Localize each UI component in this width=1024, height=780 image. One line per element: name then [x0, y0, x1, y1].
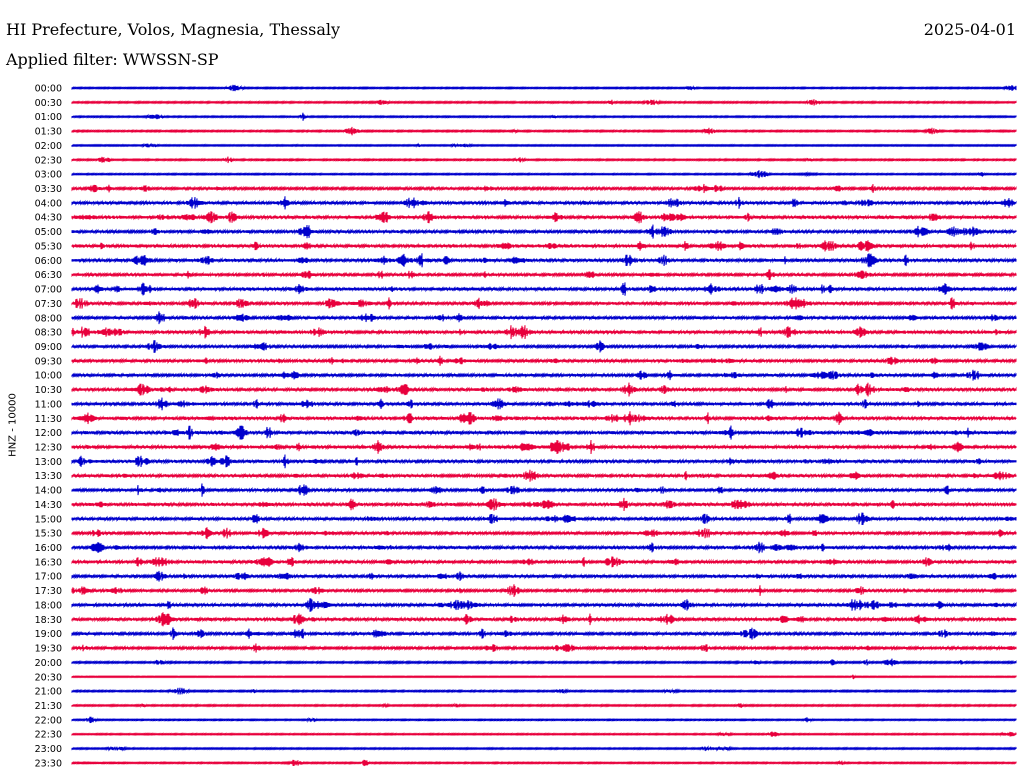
time-label: 00:00 — [35, 84, 62, 95]
time-label: 09:00 — [35, 342, 62, 353]
time-label: 03:30 — [35, 184, 62, 195]
time-label: 01:00 — [35, 112, 62, 123]
time-label: 06:00 — [35, 256, 62, 267]
time-label: 12:30 — [35, 443, 62, 454]
time-label: 06:30 — [35, 270, 62, 281]
time-label: 23:30 — [35, 758, 62, 769]
time-label: 11:30 — [35, 414, 62, 425]
time-label: 12:00 — [35, 428, 62, 439]
time-label: 07:30 — [35, 299, 62, 310]
time-label: 15:00 — [35, 514, 62, 525]
time-label: 07:00 — [35, 285, 62, 296]
time-label: 08:30 — [35, 328, 62, 339]
time-label: 04:30 — [35, 213, 62, 224]
time-label: 16:00 — [35, 543, 62, 554]
time-label: 16:30 — [35, 557, 62, 568]
station-title: HI Prefecture, Volos, Magnesia, Thessaly — [6, 20, 341, 39]
time-label: 14:00 — [35, 486, 62, 497]
date-label: 2025-04-01 — [923, 20, 1016, 39]
time-label: 09:30 — [35, 356, 62, 367]
time-label: 21:00 — [35, 687, 62, 698]
time-label: 13:00 — [35, 457, 62, 468]
time-label: 00:30 — [35, 98, 62, 109]
time-label: 20:00 — [35, 658, 62, 669]
time-label: 13:30 — [35, 471, 62, 482]
time-label: 22:00 — [35, 715, 62, 726]
time-label: 19:30 — [35, 644, 62, 655]
time-label: 04:00 — [35, 198, 62, 209]
time-label: 10:30 — [35, 385, 62, 396]
time-label: 11:00 — [35, 399, 62, 410]
time-label: 14:30 — [35, 500, 62, 511]
time-label: 18:30 — [35, 615, 62, 626]
time-label: 02:30 — [35, 155, 62, 166]
time-label: 22:30 — [35, 730, 62, 741]
time-label: 08:00 — [35, 313, 62, 324]
time-label: 03:00 — [35, 170, 62, 181]
time-label: 17:00 — [35, 572, 62, 583]
time-label: 01:30 — [35, 127, 62, 138]
time-label: 19:00 — [35, 629, 62, 640]
time-label: 15:30 — [35, 529, 62, 540]
time-label: 05:00 — [35, 227, 62, 238]
time-label: 17:30 — [35, 586, 62, 597]
time-label: 02:00 — [35, 141, 62, 152]
time-label: 23:00 — [35, 744, 62, 755]
time-label: 20:30 — [35, 672, 62, 683]
time-label: 18:00 — [35, 600, 62, 611]
filter-label: Applied filter: WWSSN-SP — [6, 50, 219, 69]
time-label: 21:30 — [35, 701, 62, 712]
time-label: 05:30 — [35, 241, 62, 252]
time-label: 10:00 — [35, 371, 62, 382]
